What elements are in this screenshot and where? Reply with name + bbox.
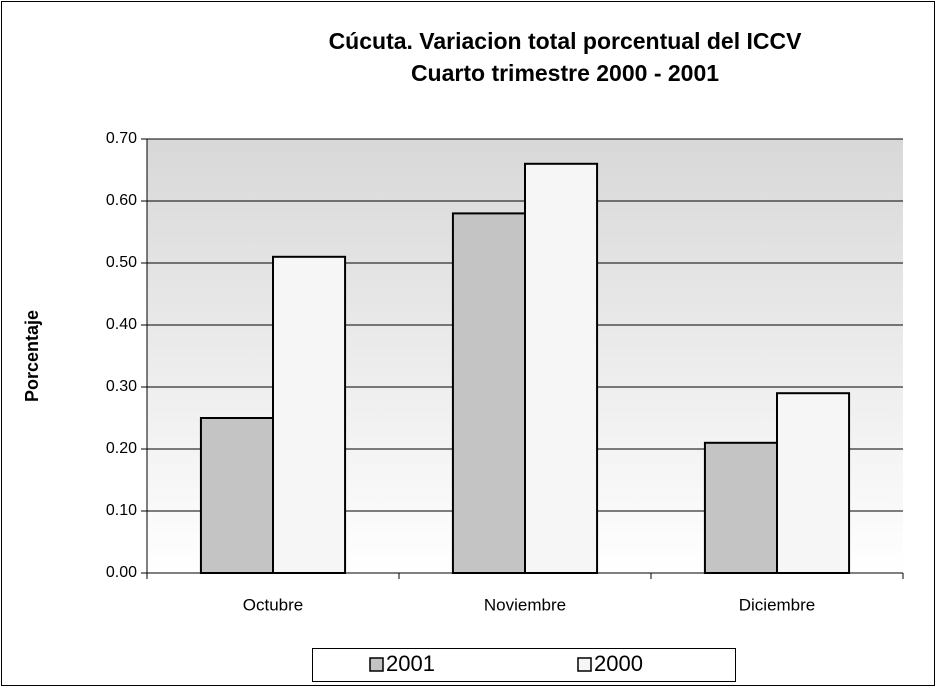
y-tick-label: 0.20 (106, 440, 137, 457)
bar (199, 417, 274, 574)
x-tick-label: Octubre (243, 595, 303, 614)
x-tick-label: Diciembre (739, 595, 816, 614)
bar (776, 392, 851, 575)
legend-label: 2000 (594, 651, 643, 676)
legend-swatch (577, 657, 592, 672)
plot: 0.00 0.10 0.20 0.30 0.40 0.50 0.60 0.70 Octubre N… (106, 130, 904, 614)
y-tick-label: 0.70 (106, 130, 137, 147)
chart-subtitle: Cuarto trimestre 2000 - 2001 (411, 60, 719, 86)
y-tick-label: 0.60 (106, 192, 137, 209)
legend-items: 2001 2000 (369, 651, 643, 676)
y-tick-label: 0.30 (106, 378, 137, 395)
y-tick-label: 0.10 (106, 502, 137, 519)
y-tick-label: 0.50 (106, 254, 137, 271)
y-axis-label: Porcentaje (22, 310, 42, 402)
y-tick-label: 0.40 (106, 316, 137, 333)
legend-swatch (369, 657, 384, 672)
x-tick-label: Noviembre (484, 595, 566, 614)
bar (524, 162, 599, 575)
bar (272, 255, 347, 574)
y-tick-label: 0.00 (106, 564, 137, 581)
bar (703, 441, 778, 574)
legend-label: 2001 (386, 651, 435, 676)
bar (451, 212, 527, 574)
chart-title: Cúcuta. Variacion total porcentual del I… (329, 28, 803, 54)
